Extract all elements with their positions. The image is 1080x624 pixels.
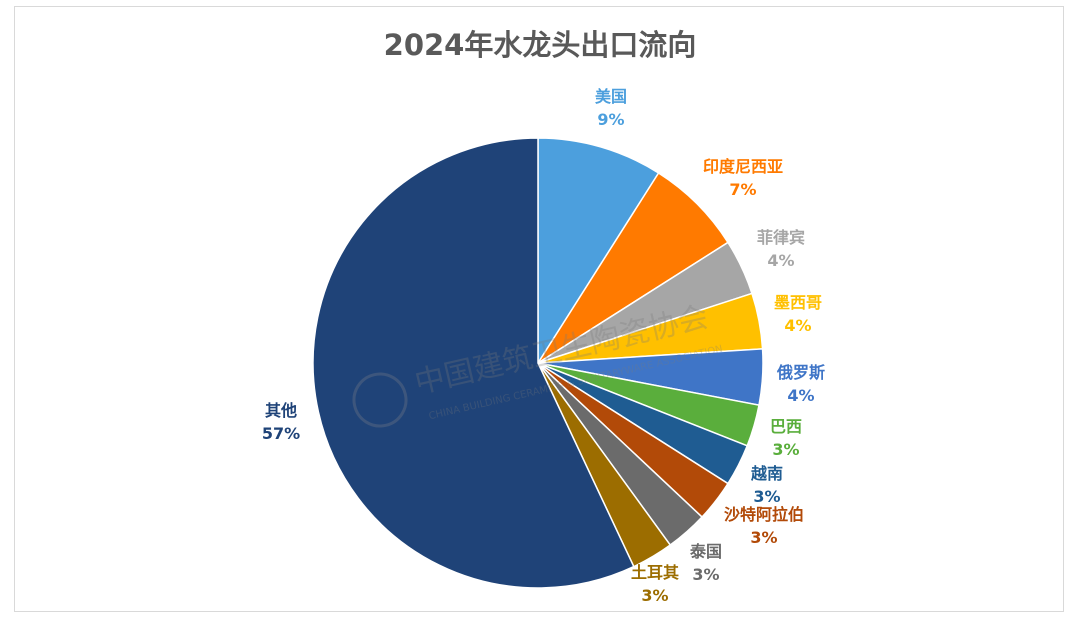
slice-value-label: 7% bbox=[729, 180, 756, 199]
slice-name-label: 泰国 bbox=[689, 542, 722, 561]
slice-name-label: 菲律宾 bbox=[757, 228, 805, 247]
slice-name-label: 印度尼西亚 bbox=[703, 157, 783, 176]
slice-name-label: 美国 bbox=[595, 87, 627, 106]
slice-name-label: 其他 bbox=[265, 401, 297, 420]
pie-labels: 美国9%印度尼西亚7%菲律宾4%墨西哥4%俄罗斯4%巴西3%越南3%沙特阿拉伯3… bbox=[262, 87, 825, 605]
slice-value-label: 3% bbox=[772, 440, 799, 459]
slice-value-label: 3% bbox=[641, 586, 668, 605]
chart-title: 2024年水龙头出口流向 bbox=[383, 28, 697, 62]
pie-slices bbox=[312, 137, 764, 589]
watermark-logo-icon bbox=[352, 372, 408, 428]
slice-name-label: 俄罗斯 bbox=[776, 363, 825, 382]
slice-value-label: 57% bbox=[262, 424, 300, 443]
slice-name-label: 土耳其 bbox=[631, 563, 679, 582]
slice-name-label: 巴西 bbox=[770, 417, 802, 436]
slice-value-label: 3% bbox=[750, 528, 777, 547]
slice-value-label: 3% bbox=[753, 487, 780, 506]
pie-slice-1 bbox=[537, 137, 660, 366]
slice-name-label: 越南 bbox=[750, 464, 783, 483]
pie-slice-11 bbox=[312, 137, 635, 589]
slice-value-label: 4% bbox=[767, 251, 794, 270]
slice-value-label: 4% bbox=[784, 316, 811, 335]
slice-value-label: 9% bbox=[597, 110, 624, 129]
slice-value-label: 3% bbox=[692, 565, 719, 584]
slice-name-label: 沙特阿拉伯 bbox=[724, 505, 804, 524]
slice-name-label: 墨西哥 bbox=[774, 293, 822, 312]
slice-value-label: 4% bbox=[787, 386, 814, 405]
